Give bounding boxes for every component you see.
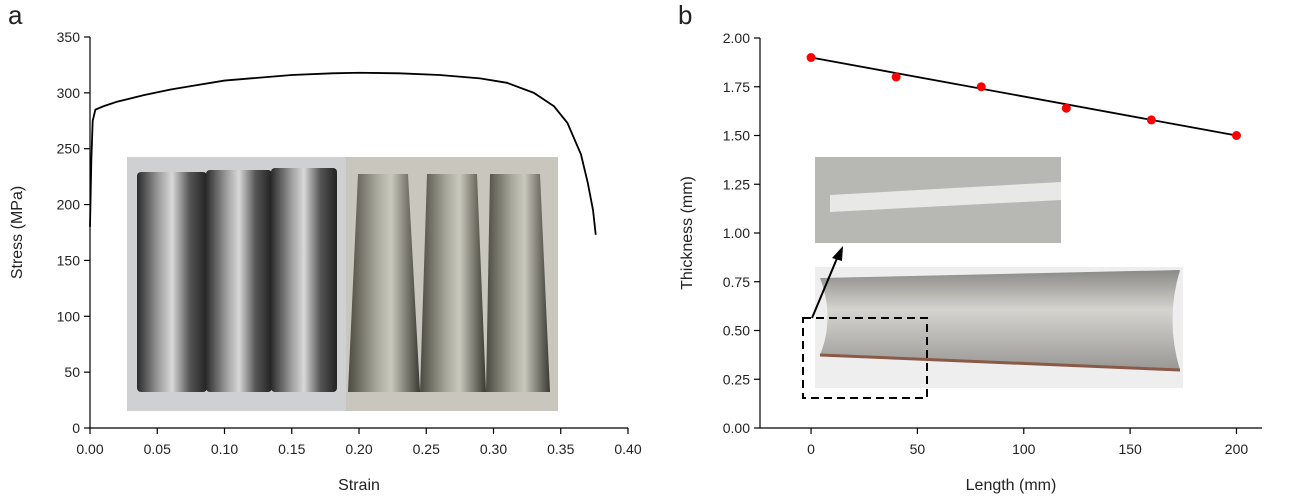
stress-curve <box>89 71 597 235</box>
x-axis-title: Strain <box>338 477 380 494</box>
y-axis-title: Thickness (mm) <box>679 176 696 290</box>
x-tick-label: 200 <box>1225 441 1249 457</box>
y-tick-label: 300 <box>57 85 81 101</box>
x-tick-label: 0.40 <box>614 441 641 457</box>
data-point <box>1146 115 1156 125</box>
y-tick-label: 0.00 <box>723 420 750 436</box>
photo-inset <box>127 157 558 411</box>
y-axis-title: Stress (MPa) <box>9 186 26 279</box>
y-tick-label: 2.00 <box>723 30 750 46</box>
y-tick-label: 1.50 <box>723 128 750 144</box>
x-tick-label: 100 <box>1012 441 1036 457</box>
y-tick-label: 250 <box>57 141 81 157</box>
x-tick-label: 0.20 <box>345 441 372 457</box>
x-tick-label: 0.25 <box>413 441 440 457</box>
x-tick-label: 0.05 <box>144 441 171 457</box>
y-tick-label: 0 <box>72 420 80 436</box>
y-tick-label: 0.50 <box>723 323 750 339</box>
x-tick-label: 0.15 <box>278 441 305 457</box>
data-point <box>1231 131 1241 140</box>
x-tick-label: 50 <box>910 441 926 457</box>
x-tick-label: 0 <box>807 441 815 457</box>
y-tick-label: 1.75 <box>723 79 750 95</box>
x-tick-label: 150 <box>1118 441 1142 457</box>
x-tick-label: 0.00 <box>76 441 103 457</box>
x-tick-label: 0.10 <box>211 441 238 457</box>
y-tick-label: 350 <box>57 29 81 45</box>
x-axis-title: Length (mm) <box>966 477 1057 494</box>
data-point <box>891 72 901 82</box>
y-tick-label: 150 <box>57 252 81 268</box>
x-tick-label: 0.35 <box>547 441 574 457</box>
y-tick-label: 1.25 <box>723 176 750 192</box>
panel-label: b <box>678 0 692 30</box>
y-tick-label: 100 <box>57 308 81 324</box>
data-point <box>1061 103 1071 113</box>
data-point <box>806 53 816 62</box>
panel-label: a <box>8 0 23 30</box>
y-tick-label: 0.75 <box>723 274 750 290</box>
photo-inset <box>802 157 1183 399</box>
y-tick-label: 50 <box>64 364 80 380</box>
y-tick-label: 200 <box>57 197 81 213</box>
data-point <box>976 82 986 92</box>
y-tick-label: 1.00 <box>723 225 750 241</box>
x-tick-label: 0.30 <box>480 441 507 457</box>
fit-line <box>810 56 1237 137</box>
y-tick-label: 0.25 <box>723 371 750 387</box>
